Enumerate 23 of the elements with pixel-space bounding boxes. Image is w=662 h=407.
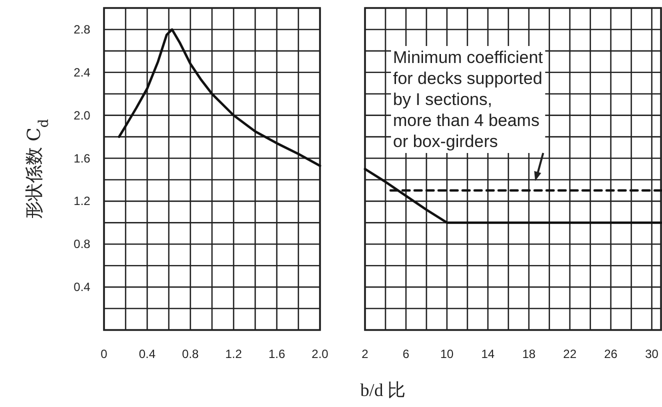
y-tick-label: 0.8 [74, 237, 91, 252]
x-axis-title: b/d 比 [360, 380, 406, 400]
x-tick-label: 0.8 [182, 347, 200, 361]
x-tick-label: 22 [563, 347, 577, 361]
y-tick-label: 1.2 [74, 194, 91, 208]
x-tick-label: 30 [645, 347, 659, 361]
x-tick-label: 2 [362, 347, 369, 361]
x-tick-label: 26 [604, 347, 618, 361]
x-tick-label: 6 [402, 347, 410, 361]
x-tick-label: 1.2 [225, 347, 242, 361]
y-tick-label: 0.4 [74, 280, 91, 294]
x-tick-label: 10 [440, 347, 454, 361]
y-tick-label: 2.0 [74, 108, 91, 122]
x-tick-label: 1.6 [268, 347, 286, 361]
x-tick-label: 18 [522, 347, 536, 361]
x-tick-label: 2.0 [312, 347, 329, 361]
y-tick-label: 2.4 [74, 65, 91, 80]
y-tick-label: 2.8 [74, 22, 91, 36]
x-tick-label: 0.4 [138, 347, 156, 361]
x-tick-label: 14 [481, 347, 495, 361]
line-series [118, 28, 322, 167]
x-tick-label: 0 [100, 347, 108, 361]
y-tick-label: 1.6 [74, 151, 91, 166]
